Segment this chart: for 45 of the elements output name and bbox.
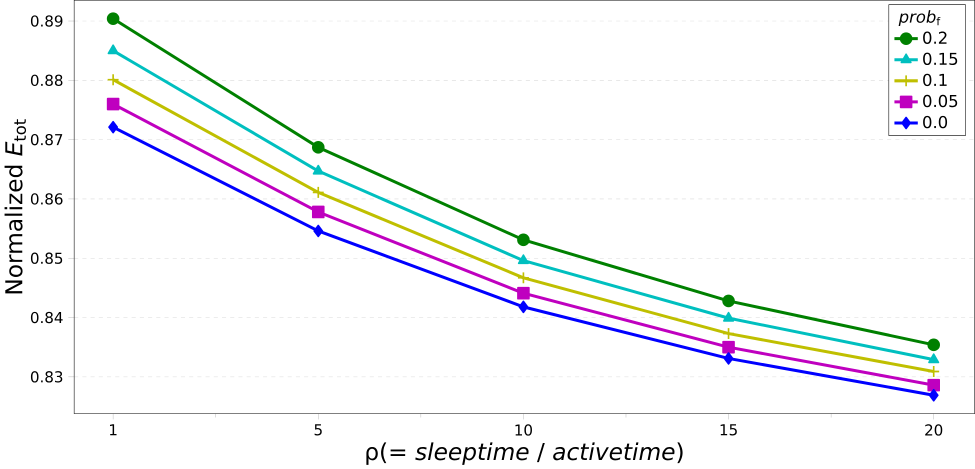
point bbox=[517, 271, 530, 284]
point bbox=[106, 73, 120, 86]
point bbox=[927, 365, 940, 378]
point bbox=[517, 233, 530, 246]
point bbox=[312, 205, 325, 218]
point bbox=[517, 286, 530, 300]
point bbox=[722, 294, 735, 308]
point bbox=[927, 338, 940, 351]
point bbox=[722, 312, 734, 322]
y-tick-label: 0.87 bbox=[30, 134, 62, 146]
y-tick-label: 0.89 bbox=[30, 15, 62, 27]
x-tick-label: 15 bbox=[720, 424, 737, 436]
point bbox=[106, 12, 120, 25]
y-tick-label: 0.84 bbox=[30, 312, 63, 324]
x-tick-label: 5 bbox=[314, 424, 322, 436]
point bbox=[312, 140, 325, 154]
legend-label: 0.15 bbox=[923, 52, 958, 65]
x-tick-label: 1 bbox=[110, 424, 117, 436]
point bbox=[724, 352, 734, 365]
legend-label: 0.0 bbox=[923, 116, 948, 128]
point bbox=[313, 224, 324, 238]
legend-title: prob$_{f}$ bbox=[898, 10, 940, 26]
point bbox=[722, 327, 735, 340]
point bbox=[518, 254, 529, 264]
x-tick-label: 20 bbox=[925, 424, 942, 436]
legend-label: 0.05 bbox=[923, 94, 958, 107]
legend-label: 0.2 bbox=[923, 31, 947, 44]
y-tick-label: 0.86 bbox=[30, 193, 63, 204]
point bbox=[927, 378, 940, 392]
point bbox=[312, 164, 324, 174]
point bbox=[518, 300, 528, 313]
point bbox=[106, 98, 120, 110]
y-axis-title: Normalized E$_{tot}$ bbox=[4, 119, 26, 294]
x-axis-title: ρ(= sleeptime / activetime) bbox=[366, 442, 683, 465]
point bbox=[108, 44, 119, 54]
point bbox=[928, 353, 940, 363]
y-tick-label: 0.83 bbox=[30, 370, 62, 382]
y-tick-label: 0.88 bbox=[30, 74, 62, 86]
point bbox=[312, 186, 325, 198]
legend-label: 0.1 bbox=[923, 73, 947, 86]
point bbox=[108, 120, 118, 134]
y-tick-label: 0.85 bbox=[30, 252, 62, 264]
point bbox=[928, 388, 939, 402]
x-tick-label: 10 bbox=[515, 424, 532, 436]
point bbox=[722, 340, 735, 354]
